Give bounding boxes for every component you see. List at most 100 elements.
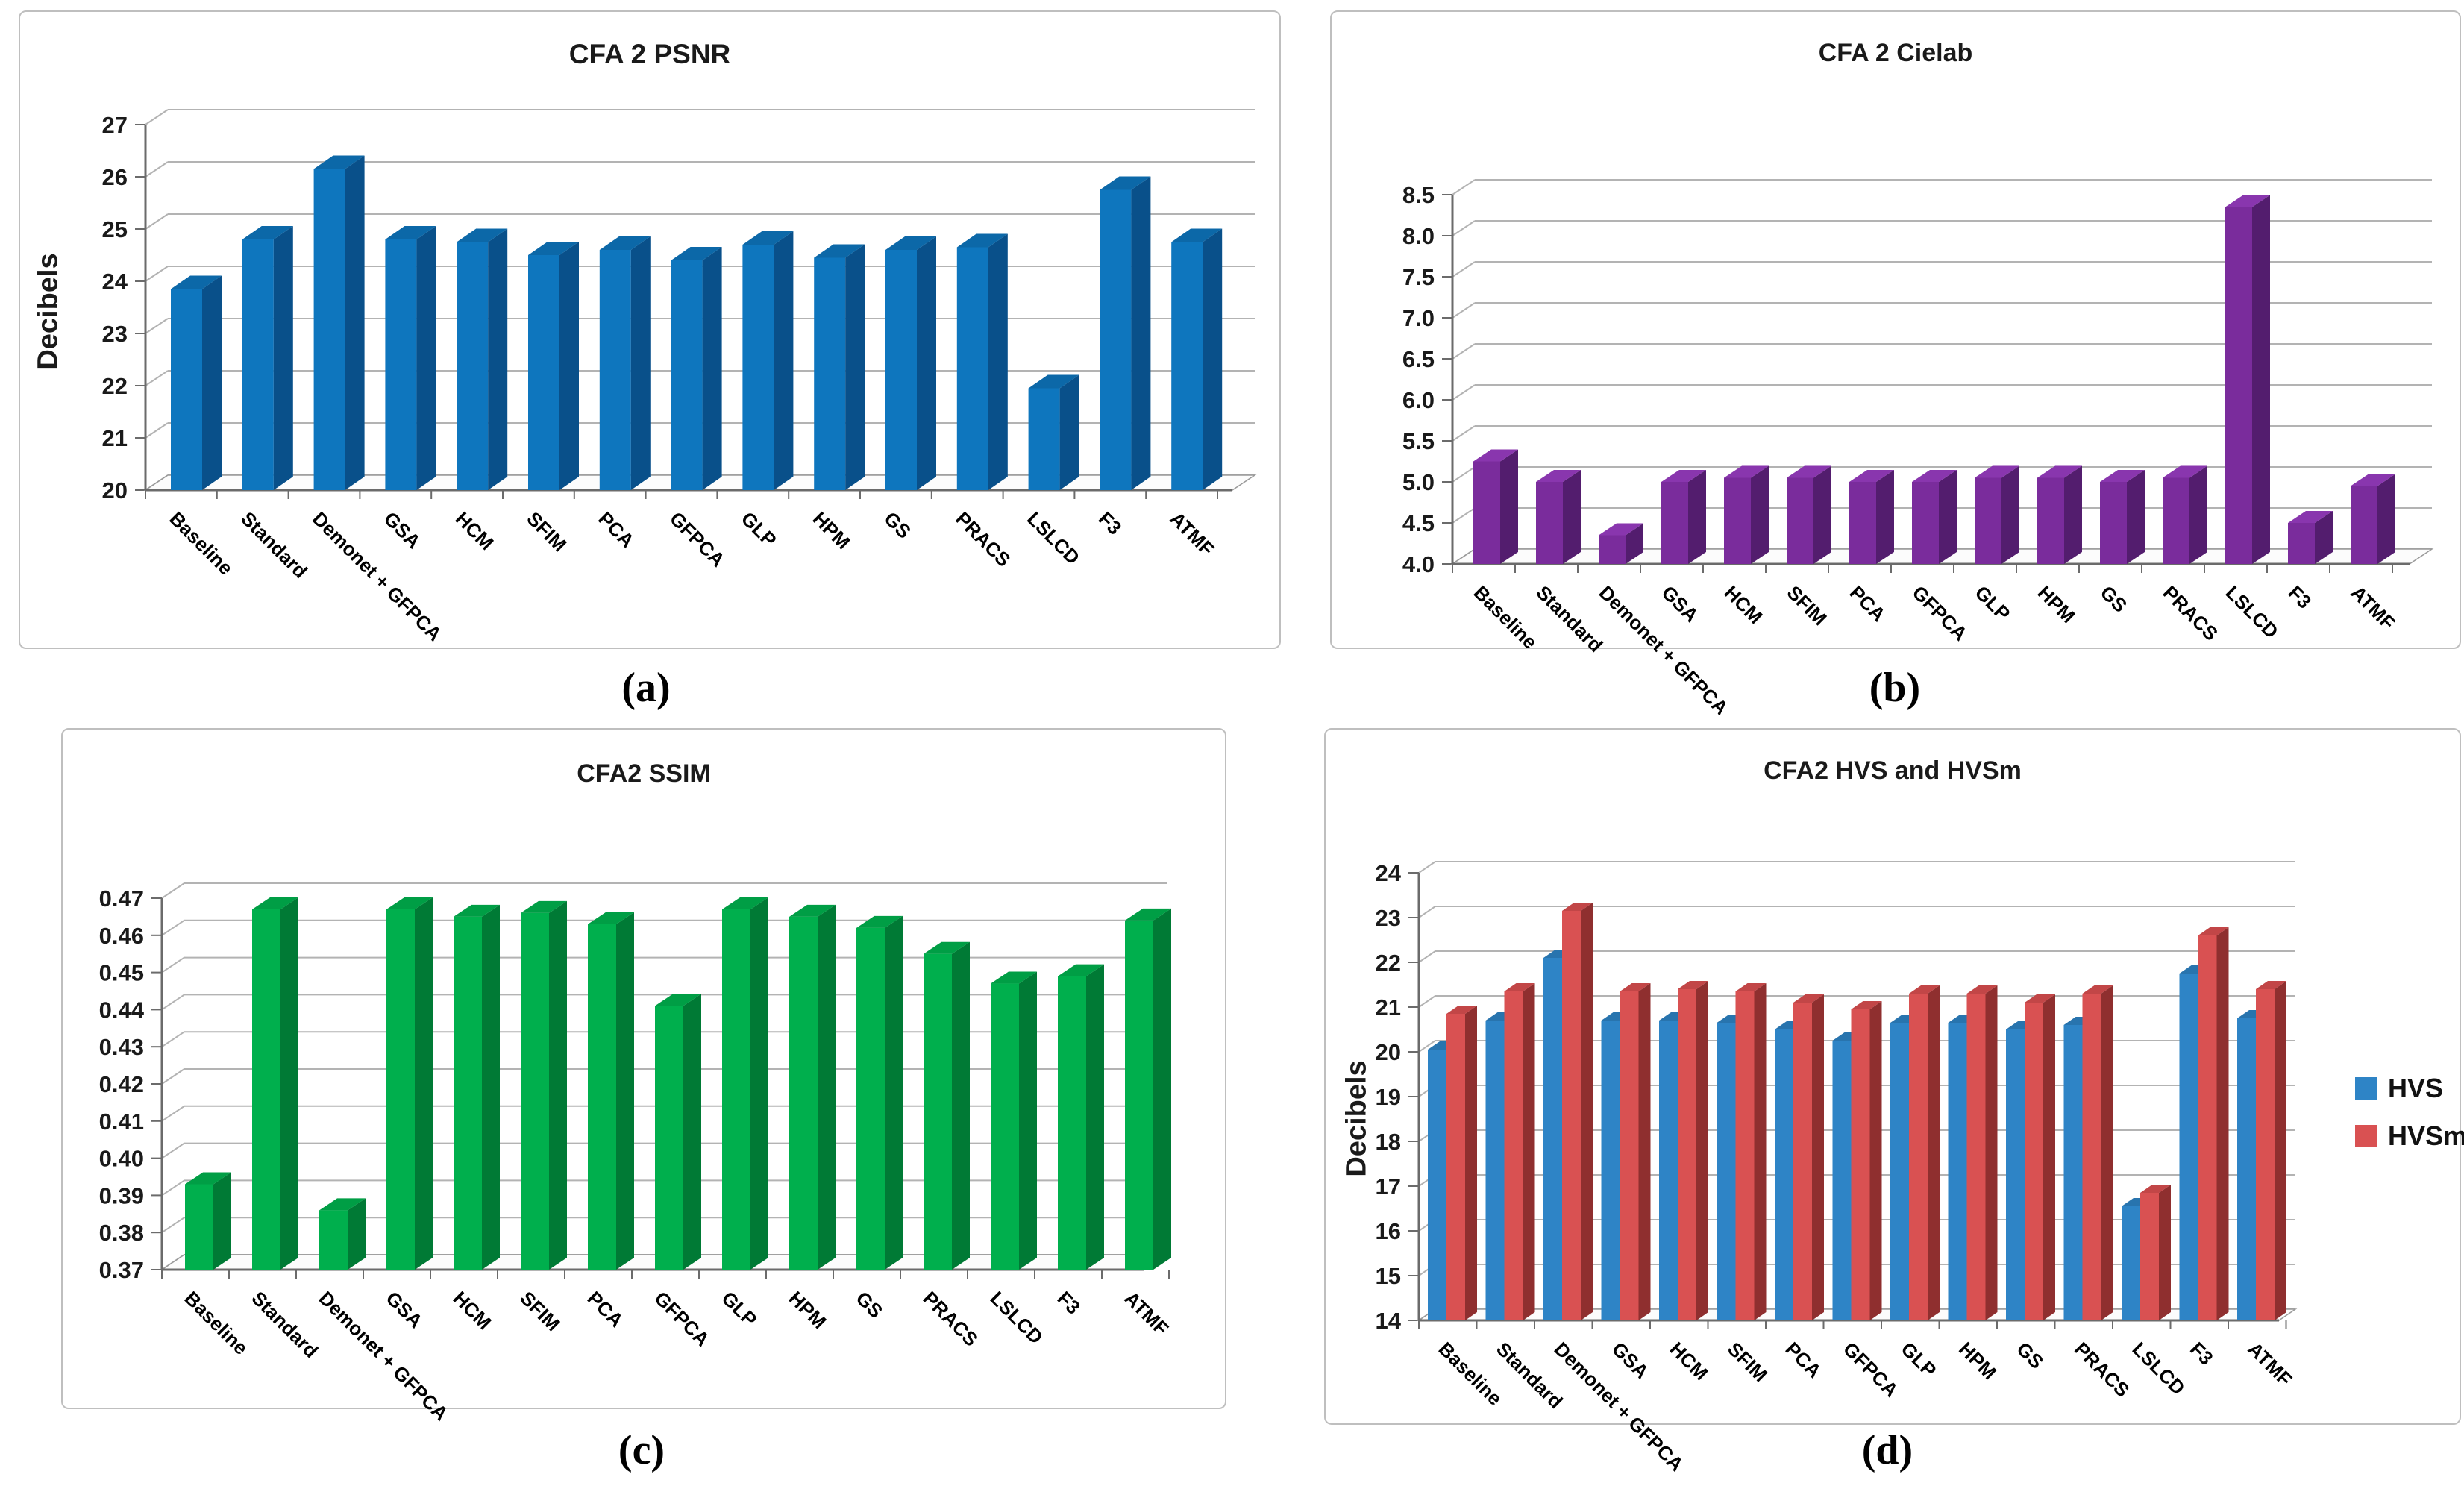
chart-title-d: CFA2 HVS and HVSm [1764,756,2022,785]
svg-text:Baseline: Baseline [1470,581,1542,653]
svg-text:Baseline: Baseline [165,507,237,580]
svg-text:HCM: HCM [449,1287,496,1334]
svg-text:GLP: GLP [718,1287,762,1331]
svg-text:SFIM: SFIM [1723,1338,1772,1386]
svg-text:HPM: HPM [785,1287,831,1333]
hvsm-swatch-icon [2355,1125,2377,1147]
svg-text:ATMF: ATMF [1120,1287,1173,1340]
hvs-swatch-icon [2355,1077,2377,1100]
chart-plot-d: 1415161718192021222324BaselineStandardDe… [1376,860,2298,1476]
svg-text:8.0: 8.0 [1402,223,1435,249]
svg-text:Standard: Standard [1532,581,1608,656]
svg-text:PRACS: PRACS [2159,581,2223,645]
svg-text:GFPCA: GFPCA [1908,581,1972,645]
svg-text:0.46: 0.46 [99,923,144,949]
svg-text:22: 22 [1376,950,1401,976]
svg-text:7.0: 7.0 [1402,305,1435,331]
svg-text:SFIM: SFIM [1783,581,1831,630]
svg-text:GFPCA: GFPCA [651,1287,715,1351]
svg-text:GS: GS [880,507,915,543]
svg-text:LSLCD: LSLCD [2222,581,2283,642]
svg-text:20: 20 [1376,1039,1401,1065]
legend-item-hvs: HVS [2355,1073,2464,1104]
svg-text:SFIM: SFIM [522,507,571,556]
svg-text:GSA: GSA [380,507,425,553]
svg-text:Standard: Standard [236,507,312,583]
svg-text:Standard: Standard [248,1287,323,1362]
svg-text:HPM: HPM [2034,581,2080,627]
svg-text:Demonet + GFPCA: Demonet + GFPCA [308,507,446,645]
svg-text:0.37: 0.37 [99,1257,144,1283]
svg-text:PRACS: PRACS [2070,1338,2134,1402]
svg-text:F3: F3 [1053,1287,1085,1319]
svg-text:PCA: PCA [583,1287,628,1332]
chart-plot-c: 0.37 0.38 0.39 0.40 0.41 0.42 0.43 0.44 0.45 0.46… [99,882,1173,1425]
svg-text:PCA: PCA [594,507,639,552]
svg-text:23: 23 [1376,905,1401,931]
caption-c: (c) [618,1427,665,1473]
chart-plot-b: 4.0 4.5 5.0 5.5 6.0 6.5 7.0 7.5 8.0 8.5 BaselineSt… [1402,179,2434,719]
svg-text:GFPCA: GFPCA [1839,1338,1903,1402]
svg-text:GLP: GLP [737,507,781,551]
svg-text:0.42: 0.42 [99,1071,144,1097]
svg-text:HPM: HPM [1954,1338,2001,1384]
svg-text:0.47: 0.47 [99,885,144,912]
svg-text:0.39: 0.39 [99,1182,144,1208]
svg-text:PRACS: PRACS [951,507,1015,571]
svg-text:5.0: 5.0 [1402,469,1435,495]
svg-text:HPM: HPM [809,507,855,554]
svg-text:Baseline: Baseline [181,1287,253,1359]
caption-b: (b) [1869,665,1921,711]
svg-text:5.5: 5.5 [1402,428,1435,454]
caption-d: (d) [1861,1427,1913,1473]
panel-c: CFA2 SSIM 0.37 0.38 0.39 0.40 0.41 0.42 0.43 0.… [61,728,1226,1425]
svg-text:0.44: 0.44 [99,997,145,1023]
svg-text:26: 26 [102,164,128,190]
legend-item-hvsm: HVSm [2355,1120,2464,1152]
svg-text:0.43: 0.43 [99,1034,144,1060]
svg-text:F3: F3 [2284,581,2316,613]
svg-text:F3: F3 [2186,1338,2218,1370]
svg-text:GLP: GLP [1971,581,2015,625]
chart-title-a: CFA 2 PSNR [568,39,731,69]
svg-text:HCM: HCM [1720,581,1767,628]
svg-text:LSLCD: LSLCD [2128,1338,2189,1399]
svg-text:GS: GS [2096,581,2132,617]
svg-text:21: 21 [102,425,128,451]
svg-text:GSA: GSA [1608,1338,1653,1383]
svg-text:4.5: 4.5 [1402,510,1435,536]
svg-text:GFPCA: GFPCA [665,507,730,571]
svg-text:HCM: HCM [451,507,498,554]
svg-text:SFIM: SFIM [516,1287,565,1335]
svg-text:23: 23 [102,321,128,347]
svg-text:GS: GS [852,1287,888,1323]
panel-a: CFA 2 PSNR Decibels 20 21 22 23 24 25 26 27 Base… [19,10,1281,649]
svg-text:HCM: HCM [1666,1338,1713,1385]
panel-b: CFA 2 Cielab 4.0 4.5 5.0 5.5 6.0 6.5 7.0 7.5 8.0… [1330,10,2461,719]
svg-text:PCA: PCA [1781,1338,1826,1382]
svg-text:21: 21 [1376,994,1401,1021]
svg-text:19: 19 [1376,1084,1401,1110]
svg-text:0.41: 0.41 [99,1109,144,1135]
legend: HVS HVSm [2355,1073,2464,1152]
svg-text:8.5: 8.5 [1402,182,1435,208]
legend-label-hvsm: HVSm [2388,1120,2464,1151]
svg-text:25: 25 [102,216,128,242]
svg-text:Baseline: Baseline [1435,1338,1507,1410]
svg-text:6.0: 6.0 [1402,387,1435,413]
svg-text:GSA: GSA [382,1287,427,1332]
svg-text:17: 17 [1376,1173,1401,1200]
svg-text:LSLCD: LSLCD [1023,507,1084,568]
caption-a: (a) [621,665,671,711]
svg-text:6.5: 6.5 [1402,346,1435,372]
svg-text:ATMF: ATMF [1166,507,1219,560]
chart-title-c: CFA2 SSIM [577,759,711,788]
svg-text:0.40: 0.40 [99,1146,144,1172]
svg-text:22: 22 [102,373,128,399]
svg-text:0.38: 0.38 [99,1220,144,1246]
svg-text:7.5: 7.5 [1402,264,1435,290]
svg-text:0.45: 0.45 [99,960,144,986]
svg-text:Demonet + GFPCA: Demonet + GFPCA [315,1287,453,1425]
svg-text:LSLCD: LSLCD [986,1287,1047,1348]
